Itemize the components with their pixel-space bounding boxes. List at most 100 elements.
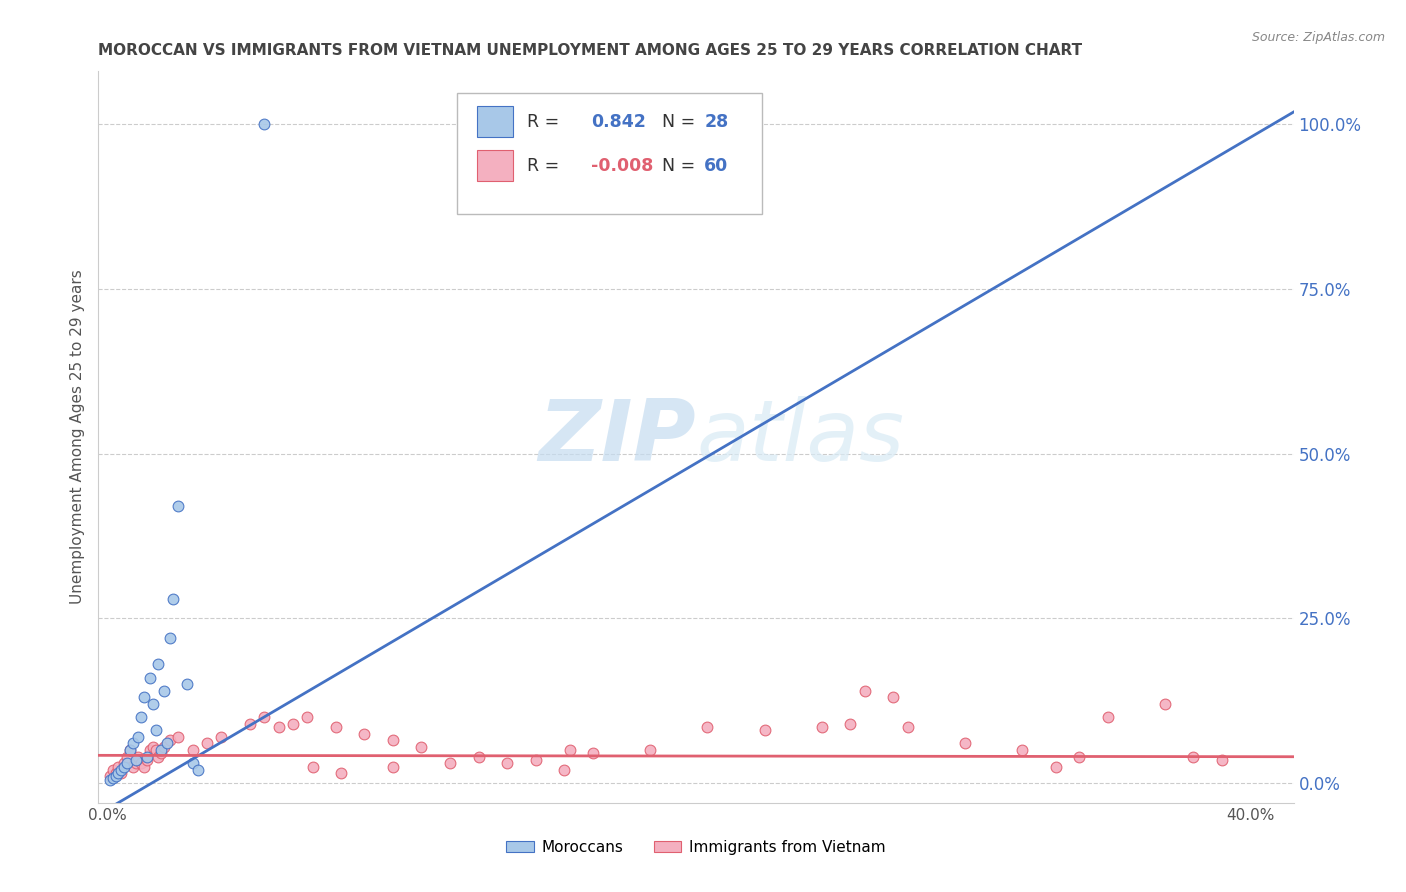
Text: R =: R = (527, 157, 565, 175)
Legend: Moroccans, Immigrants from Vietnam: Moroccans, Immigrants from Vietnam (501, 834, 891, 861)
Point (524, 753, 547, 767)
Text: 28: 28 (704, 112, 728, 131)
Point (148, 657, 170, 672)
Point (118, 743, 141, 757)
Text: N =: N = (651, 157, 700, 175)
Text: ZIP: ZIP (538, 395, 696, 479)
Text: 60: 60 (704, 157, 728, 175)
Point (112, 759, 135, 773)
Point (181, 743, 204, 757)
Point (124, 756, 146, 771)
Point (110, 763, 132, 777)
Point (136, 753, 159, 767)
Point (267, 720, 290, 734)
Point (159, 733, 181, 747)
Point (839, 716, 862, 731)
Point (553, 763, 575, 777)
Point (150, 743, 173, 757)
Point (496, 756, 519, 771)
Point (156, 737, 179, 751)
Point (754, 723, 776, 738)
Point (167, 730, 190, 744)
Point (187, 763, 209, 777)
Point (112, 756, 135, 771)
Point (638, 743, 661, 757)
Point (381, 733, 404, 747)
Point (176, 677, 198, 691)
Point (1182, 749, 1205, 764)
Point (896, 720, 918, 734)
Point (148, 749, 170, 764)
Point (145, 723, 167, 738)
Text: -0.008: -0.008 (591, 157, 654, 175)
Point (239, 716, 262, 731)
Point (439, 756, 461, 771)
Point (181, 756, 204, 771)
Point (1067, 749, 1090, 764)
Point (104, 769, 127, 783)
Y-axis label: Unemployment Among Ages 25 to 29 years: Unemployment Among Ages 25 to 29 years (69, 269, 84, 605)
Point (131, 756, 153, 771)
Point (101, 771, 124, 785)
Point (134, 759, 156, 773)
Point (882, 690, 904, 705)
Point (295, 710, 318, 724)
Point (1045, 759, 1067, 773)
Point (124, 753, 146, 767)
Point (1097, 710, 1119, 724)
Point (153, 739, 176, 754)
Point (121, 737, 143, 751)
Point (98, 772, 121, 787)
Text: N =: N = (651, 112, 700, 131)
Point (582, 747, 605, 761)
Point (253, 117, 276, 131)
Point (127, 730, 149, 744)
Point (115, 749, 138, 764)
Point (253, 710, 276, 724)
Point (150, 747, 173, 761)
Point (145, 743, 167, 757)
Text: 0.842: 0.842 (591, 112, 645, 131)
Point (810, 720, 832, 734)
FancyBboxPatch shape (477, 106, 513, 137)
Point (142, 697, 165, 711)
Point (953, 737, 976, 751)
Point (110, 766, 132, 780)
Point (139, 743, 162, 757)
Point (162, 591, 184, 606)
Point (153, 683, 176, 698)
Point (118, 743, 141, 757)
Point (1011, 743, 1033, 757)
Point (281, 716, 304, 731)
Text: R =: R = (527, 112, 565, 131)
Point (131, 710, 153, 724)
Point (853, 683, 876, 698)
Point (1211, 753, 1233, 767)
Text: atlas: atlas (696, 395, 904, 479)
Point (167, 500, 190, 514)
Point (325, 720, 347, 734)
Point (159, 631, 181, 645)
Text: Source: ZipAtlas.com: Source: ZipAtlas.com (1251, 31, 1385, 45)
Point (381, 759, 404, 773)
Point (127, 749, 149, 764)
Point (136, 749, 159, 764)
FancyBboxPatch shape (477, 151, 513, 181)
Point (107, 766, 129, 780)
Point (1153, 697, 1175, 711)
Point (302, 759, 325, 773)
Point (467, 749, 489, 764)
Point (330, 766, 353, 780)
Point (209, 730, 232, 744)
Point (139, 671, 162, 685)
Point (115, 756, 138, 771)
Text: MOROCCAN VS IMMIGRANTS FROM VIETNAM UNEMPLOYMENT AMONG AGES 25 TO 29 YEARS CORRE: MOROCCAN VS IMMIGRANTS FROM VIETNAM UNEM… (98, 43, 1083, 58)
Point (142, 739, 165, 754)
Point (560, 743, 582, 757)
Point (134, 690, 156, 705)
Point (696, 720, 718, 734)
Point (195, 737, 218, 751)
Point (121, 759, 143, 773)
FancyBboxPatch shape (457, 94, 762, 214)
Point (104, 766, 127, 780)
